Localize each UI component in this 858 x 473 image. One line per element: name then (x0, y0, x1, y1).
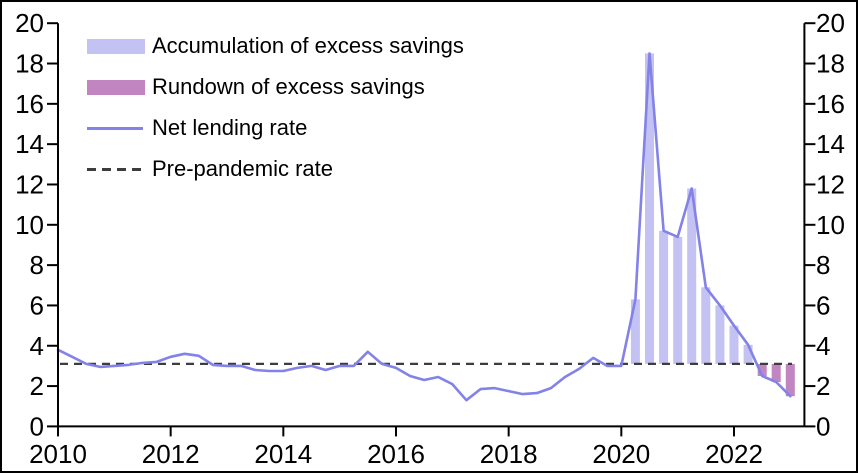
x-tick-label-2020: 2020 (592, 439, 650, 469)
y-tick-label-left-16: 16 (15, 89, 44, 119)
x-tick-label-2016: 2016 (367, 439, 425, 469)
accumulation-bar (645, 53, 654, 364)
accumulation-bar (687, 188, 697, 364)
y-tick-label-right-0: 0 (816, 411, 830, 441)
accumulation-bar (743, 344, 753, 364)
y-tick-label-left-12: 12 (15, 169, 44, 199)
accumulation-bar (715, 305, 725, 364)
accumulation-bar (673, 236, 683, 364)
dashed-line-swatch-icon (87, 168, 143, 171)
legend-item-pre-pandemic-rate: Pre-pandemic rate (87, 149, 464, 190)
y-tick-label-right-12: 12 (816, 169, 845, 199)
y-tick-label-right-14: 14 (816, 129, 845, 159)
y-tick-label-left-0: 0 (30, 411, 44, 441)
y-tick-label-left-8: 8 (30, 250, 44, 280)
y-tick-label-right-2: 2 (816, 371, 830, 401)
y-tick-label-left-20: 20 (15, 8, 44, 38)
accumulation-bar (701, 287, 711, 364)
y-tick-label-right-18: 18 (816, 49, 845, 79)
y-tick-label-left-18: 18 (15, 49, 44, 79)
net-lending-rate-line (56, 52, 792, 402)
rundown-bar (785, 363, 795, 397)
accumulation-swatch-wrap (87, 39, 145, 54)
line-swatch-icon (87, 127, 143, 130)
x-tick-label-2014: 2014 (254, 439, 312, 469)
legend-label-net-lending-rate: Net lending rate (152, 114, 308, 140)
y-tick-label-right-8: 8 (816, 250, 830, 280)
legend-item-accumulation: Accumulation of excess savings (87, 26, 464, 67)
accumulation-bar (729, 325, 739, 364)
legend-label-rundown: Rundown of excess savings (152, 73, 425, 99)
legend-item-net-lending-rate: Net lending rate (87, 108, 464, 149)
accumulation-bar-swatch-icon (87, 39, 145, 54)
rundown-bar (771, 363, 781, 382)
x-tick-label-2018: 2018 (480, 439, 538, 469)
y-tick-label-left-2: 2 (30, 371, 44, 401)
rundown-bar-swatch-icon (87, 80, 145, 95)
legend: Accumulation of excess savings Rundown o… (87, 26, 464, 190)
accumulation-bar (630, 299, 640, 364)
y-tick-label-right-10: 10 (816, 210, 845, 240)
y-tick-label-right-4: 4 (816, 331, 830, 361)
legend-label-pre-pandemic-rate: Pre-pandemic rate (152, 155, 333, 181)
y-tick-label-right-6: 6 (816, 290, 830, 320)
y-tick-label-left-6: 6 (30, 290, 44, 320)
x-tick-label-2010: 2010 (29, 439, 87, 469)
line-swatch-wrap (87, 127, 145, 130)
rundown-swatch-wrap (87, 80, 145, 95)
x-tick-label-2012: 2012 (142, 439, 200, 469)
x-tick-label-2022: 2022 (705, 439, 763, 469)
y-tick-label-right-16: 16 (816, 89, 845, 119)
legend-label-accumulation: Accumulation of excess savings (152, 32, 464, 58)
dash-swatch-wrap (87, 168, 145, 171)
rundown-bar (757, 363, 767, 376)
y-tick-label-left-10: 10 (15, 210, 44, 240)
legend-item-rundown: Rundown of excess savings (87, 67, 464, 108)
accumulation-bar (659, 230, 669, 364)
y-tick-label-right-20: 20 (816, 8, 845, 38)
y-tick-label-left-14: 14 (15, 129, 44, 159)
y-tick-label-left-4: 4 (30, 331, 44, 361)
